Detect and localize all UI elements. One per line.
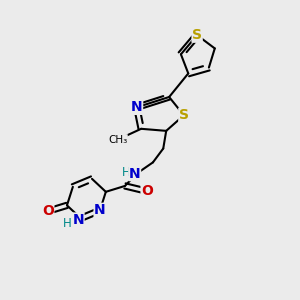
Text: H: H: [63, 217, 71, 230]
Text: N: N: [131, 100, 142, 114]
Text: CH₃: CH₃: [108, 135, 127, 145]
Text: H: H: [122, 166, 130, 178]
Text: N: N: [129, 167, 140, 181]
Text: S: S: [179, 108, 189, 122]
Text: N: N: [72, 213, 84, 227]
Text: N: N: [94, 203, 106, 218]
Text: S: S: [192, 28, 202, 42]
Text: O: O: [42, 204, 54, 218]
Text: O: O: [141, 184, 153, 198]
